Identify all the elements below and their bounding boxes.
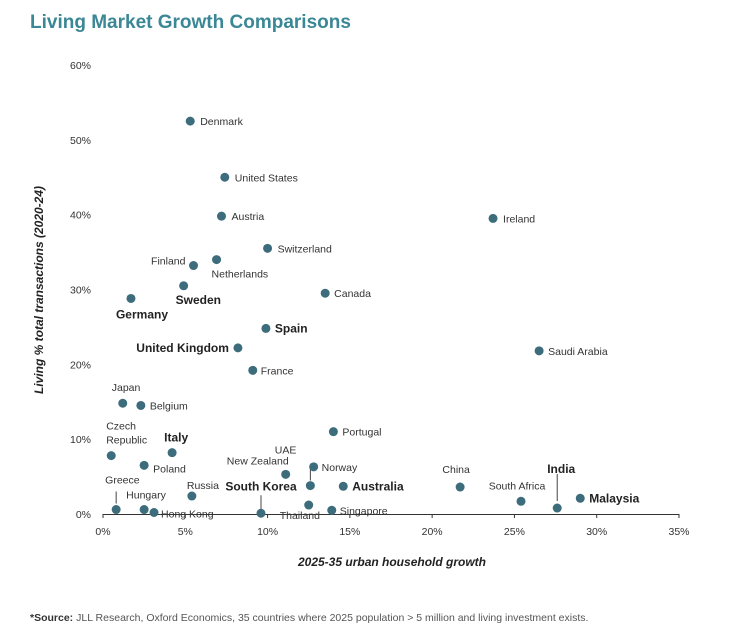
label-united-states: United States [235,172,298,184]
label-russia: Russia [187,480,219,492]
point-canada [320,288,330,298]
label-greece: Greece [105,475,140,487]
point-poland [139,460,149,470]
point-hong-kong [149,508,159,518]
x-tick-label: 20% [422,526,443,538]
point-russia [187,491,197,501]
point-australia [338,481,348,491]
label-hungary: Hungary [126,490,166,502]
label-switzerland: Switzerland [278,243,332,255]
source-prefix: *Source: [30,612,74,624]
point-malaysia [575,493,585,503]
label-ireland: Ireland [503,213,535,225]
label-germany: Germany [116,307,168,321]
label-uae: UAE [275,445,297,457]
label-france: France [261,365,294,377]
label-thailand: Thailand [280,510,320,522]
point-china [455,482,465,492]
data-points [106,116,585,518]
point-ireland [488,213,498,223]
label-japan: Japan [112,382,141,394]
point-belgium [136,400,146,410]
label-south-korea: South Korea [225,479,297,493]
label-spain: Spain [275,321,308,335]
label-united-kingdom: United Kingdom [136,341,229,355]
point-portugal [328,427,338,437]
y-tick-label: 50% [70,135,91,147]
point-czech-republic [106,451,116,461]
y-axis-title: Living % total transactions (2020-24) [32,186,46,394]
point-united-states [220,172,230,182]
point-germany [126,293,136,303]
point-switzerland [263,243,273,253]
point-austria [216,211,226,221]
label-czech-republic: Czech Republic [106,421,147,447]
label-poland: Poland [153,463,186,475]
label-hong-kong: Hong Kong [161,509,214,521]
label-norway: Norway [322,462,358,474]
label-netherlands: Netherlands [212,269,269,281]
point-saudi-arabia [534,346,544,356]
y-tick-label: 20% [70,359,91,371]
label-belgium: Belgium [150,400,188,412]
point-netherlands [212,255,222,265]
x-axis-title: 2025-35 urban household growth [297,555,486,569]
y-tick-label: 60% [70,60,91,72]
y-tick-label: 40% [70,210,91,222]
x-tick-label: 30% [586,526,607,538]
y-tick-label: 30% [70,285,91,297]
label-denmark: Denmark [200,116,243,128]
label-saudi-arabia: Saudi Arabia [548,346,608,358]
point-greece [111,505,121,515]
point-new-zealand [281,469,291,479]
label-china: China [442,464,470,476]
point-sweden [179,281,189,291]
label-italy: Italy [164,431,188,445]
x-tick-label: 25% [504,526,525,538]
point-singapore [327,505,337,515]
y-axis-ticks: 0% 10% 20% 30% 40% 50% 60% [70,60,91,521]
source-text: JLL Research, Oxford Economics, 35 count… [73,612,589,624]
point-united-kingdom [233,343,243,353]
x-tick-label: 0% [95,526,110,538]
label-south-africa: South Africa [489,480,546,492]
label-australia: Australia [352,479,404,493]
label-singapore: Singapore [340,505,388,517]
point-japan [118,398,128,408]
point-italy [167,448,177,458]
label-sweden: Sweden [176,293,221,307]
label-austria: Austria [231,211,264,223]
label-canada: Canada [334,288,371,300]
x-tick-label: 35% [668,526,689,538]
point-finland [189,261,199,271]
point-labels: Denmark United States Austria Ireland Switze… [105,116,639,522]
chart-title: Living Market Growth Comparisons [30,12,351,33]
point-france [248,365,258,375]
point-hungary [139,505,149,515]
point-south-africa [516,496,526,506]
point-south-korea [256,508,266,518]
y-tick-label: 10% [70,434,91,446]
x-tick-label: 15% [339,526,360,538]
label-india: India [547,462,575,476]
point-spain [261,323,271,333]
label-finland: Finland [151,256,186,268]
x-tick-label: 5% [178,526,193,538]
point-uae [305,481,315,491]
point-thailand [304,500,314,510]
point-india [552,503,562,513]
y-tick-label: 0% [76,509,91,521]
x-tick-label: 10% [257,526,278,538]
label-malaysia: Malaysia [589,491,639,505]
label-new-zealand: New Zealand [227,455,289,467]
source-note: *Source: JLL Research, Oxford Economics,… [30,612,588,624]
point-denmark [185,116,195,126]
point-norway [309,462,319,472]
label-portugal: Portugal [342,427,381,439]
